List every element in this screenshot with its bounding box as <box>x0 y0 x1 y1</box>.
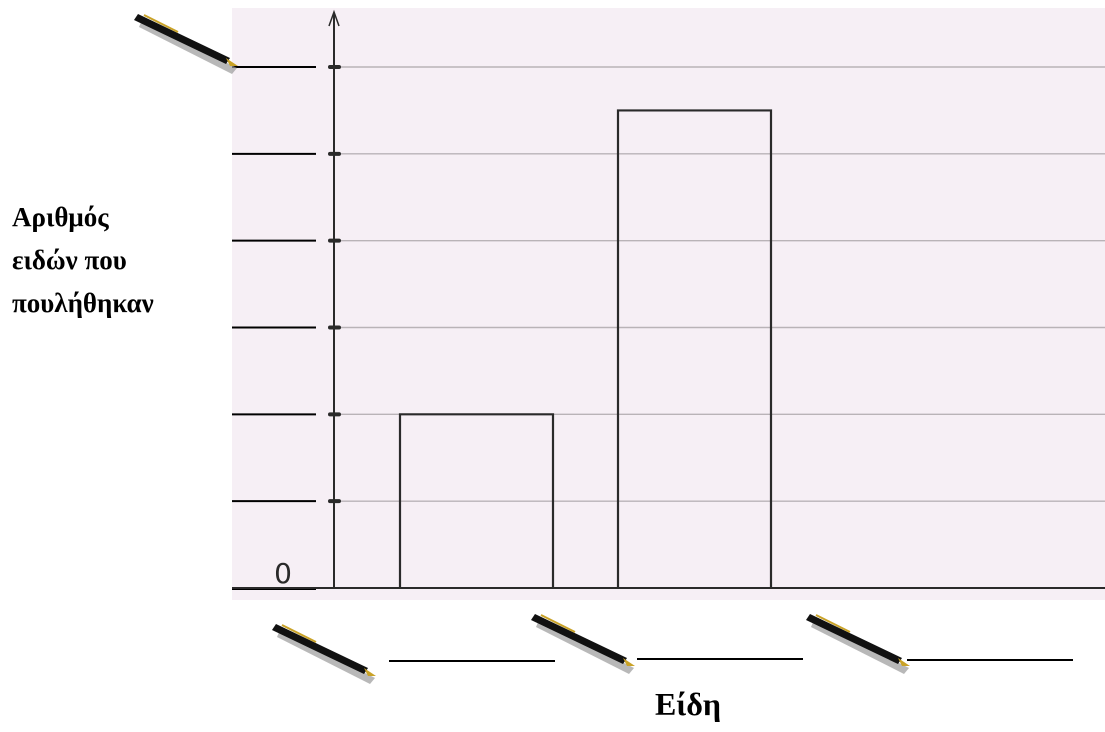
y-axis-label: Αριθμός ειδών που πουλήθηκαν <box>12 196 154 325</box>
y-axis-arrow <box>328 9 340 27</box>
y-axis-ticks <box>232 65 341 590</box>
category-blank-3[interactable] <box>907 659 1073 661</box>
pen-icon <box>271 623 377 685</box>
category-blank-2[interactable] <box>637 658 803 660</box>
pen-icon <box>133 13 239 75</box>
y-axis-label-line-2: ειδών που <box>12 245 127 275</box>
category-blank-1[interactable] <box>389 660 555 662</box>
pen-icon <box>805 613 911 675</box>
bar-1 <box>398 413 555 588</box>
bar-2 <box>616 109 773 588</box>
y-axis-label-line-1: Αριθμός <box>12 202 109 232</box>
pen-icon <box>530 613 636 675</box>
y-tick-label-zero: 0 <box>274 557 292 590</box>
y-axis-label-line-3: πουλήθηκαν <box>12 288 154 318</box>
x-axis-label: Είδη <box>655 686 722 722</box>
bars <box>398 109 773 588</box>
gridlines <box>334 66 1105 502</box>
